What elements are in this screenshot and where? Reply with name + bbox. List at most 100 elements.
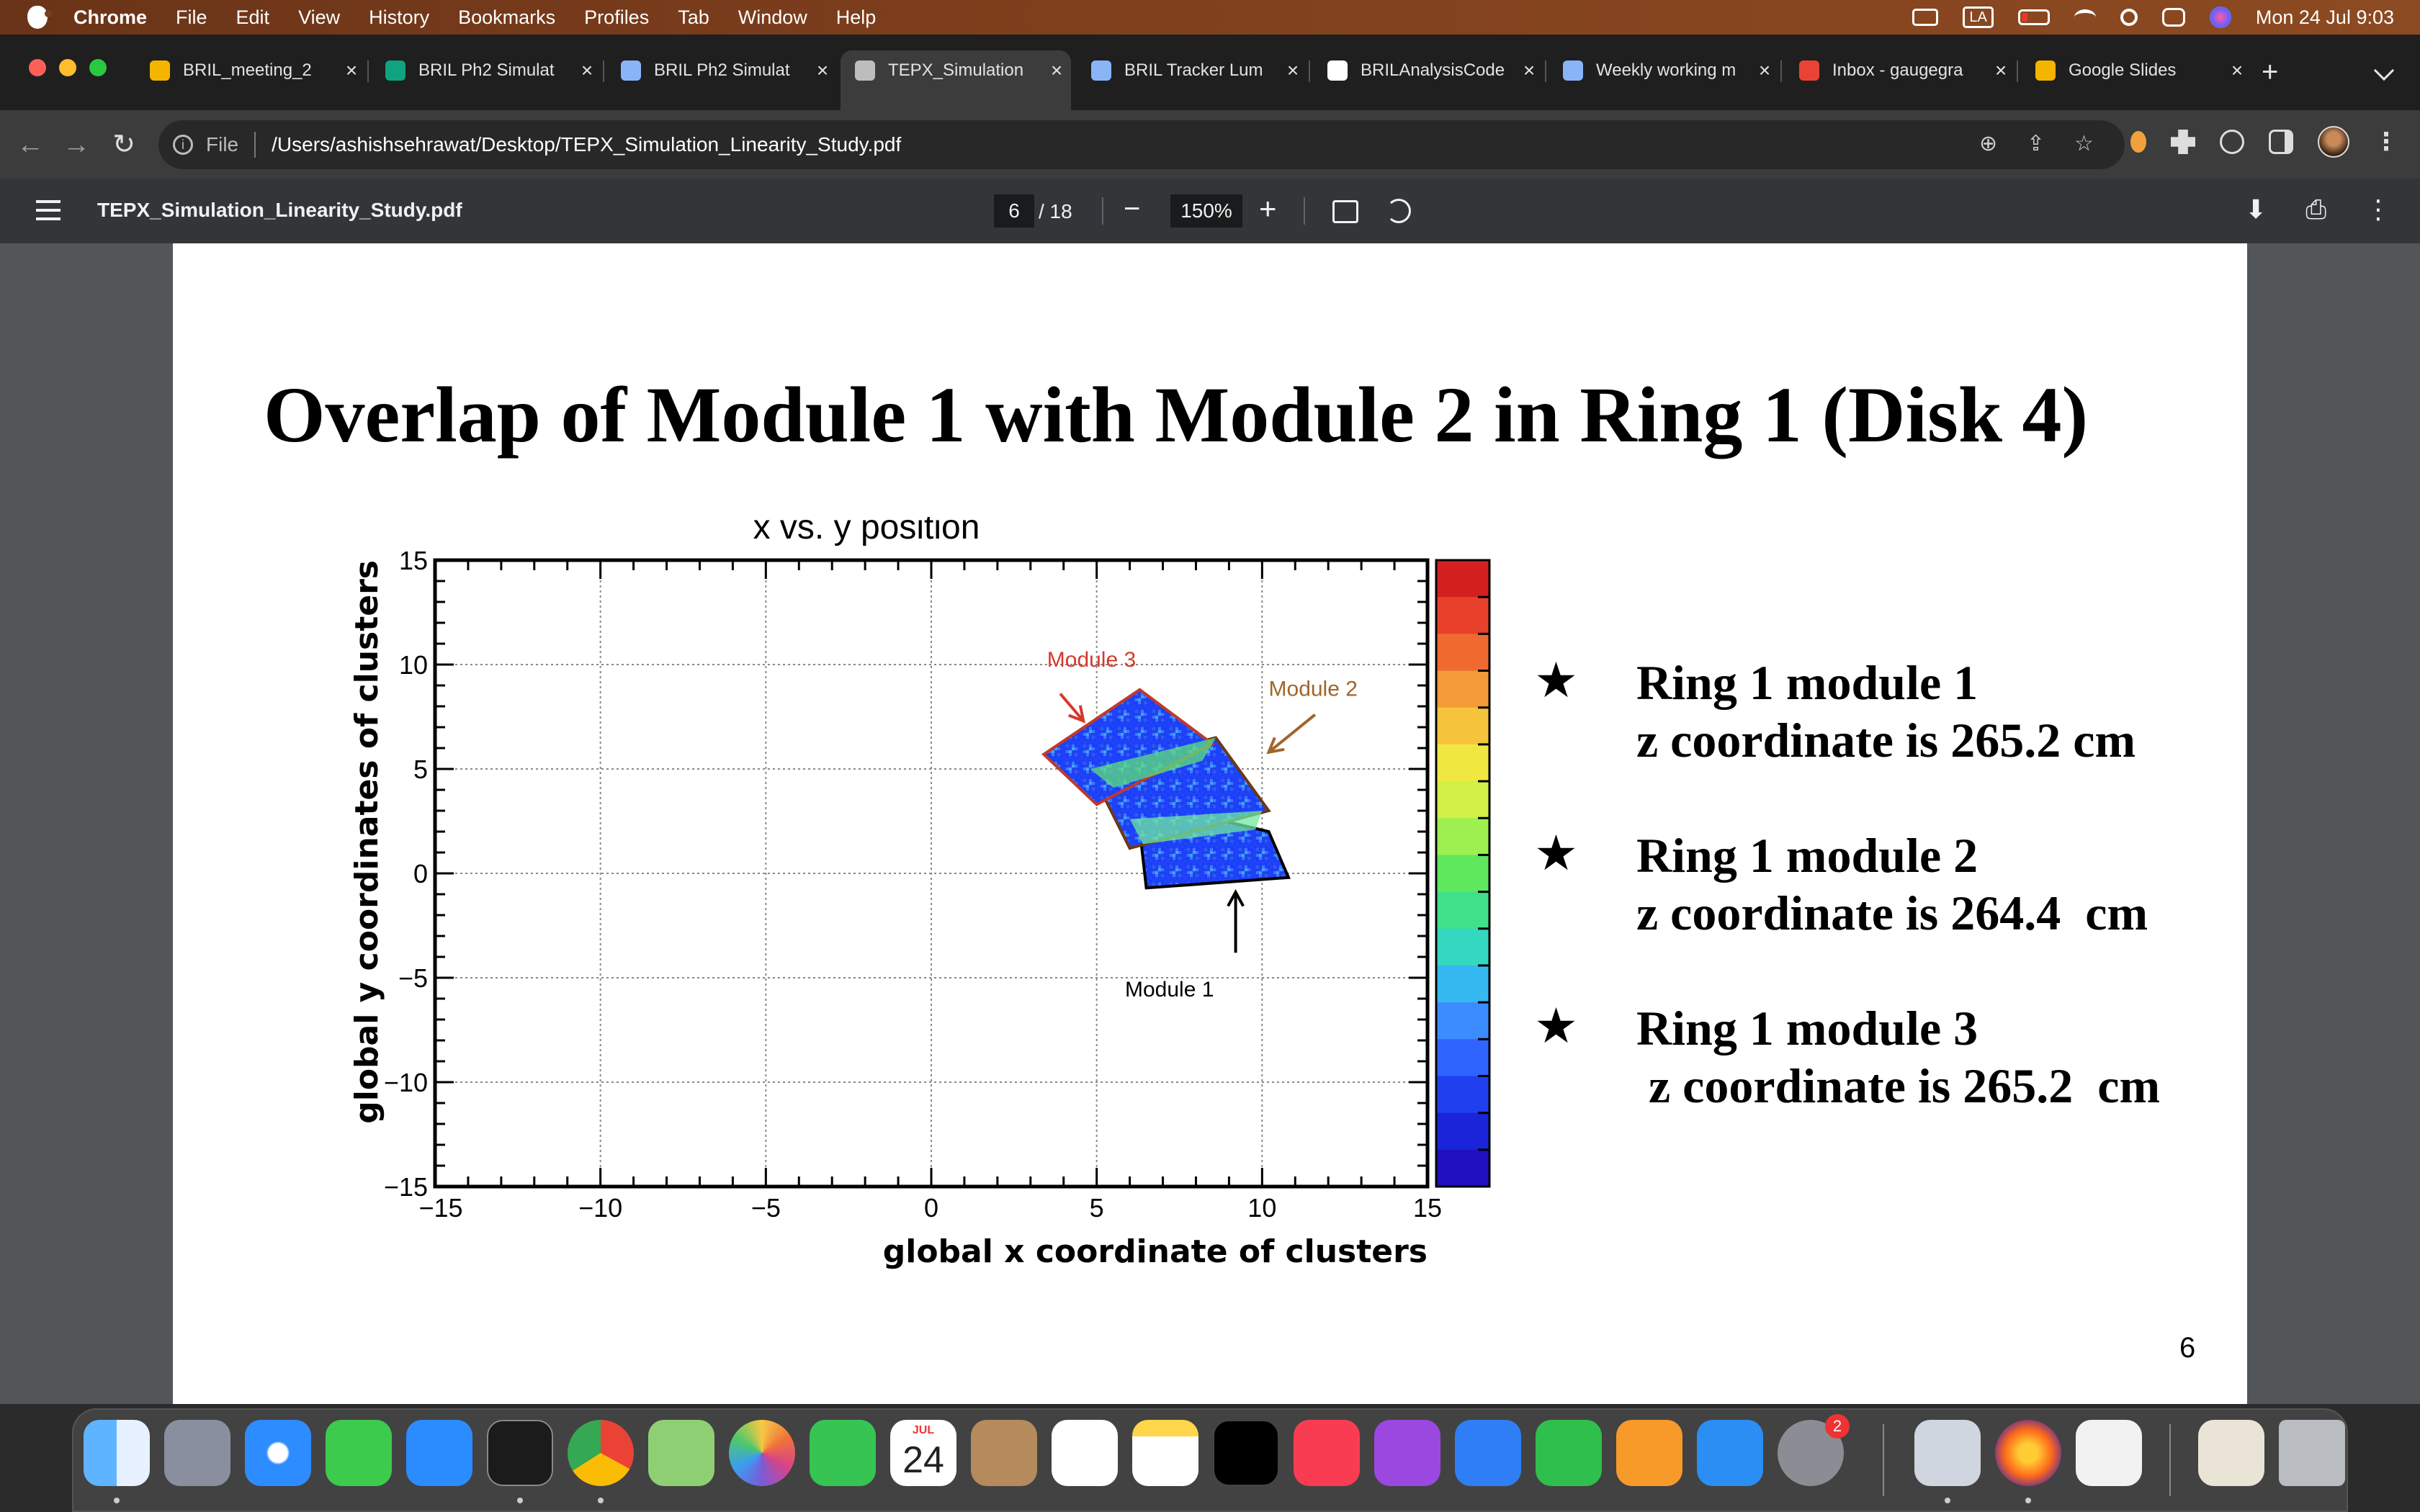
close-window-button[interactable]: [29, 59, 46, 76]
browser-tab[interactable]: TEPX_Simulation ×: [841, 50, 1071, 110]
star-bullet-icon: ★: [1534, 825, 1578, 882]
menu-file[interactable]: File: [176, 6, 207, 28]
system-settings-icon[interactable]: 2: [1778, 1414, 1850, 1486]
siri-icon[interactable]: [2209, 6, 2231, 28]
menu-app-chrome[interactable]: Chrome: [73, 6, 148, 28]
spotlight-search-icon[interactable]: [2120, 9, 2138, 26]
star-bullet-icon: ★: [1534, 998, 1578, 1055]
zoom-level-input[interactable]: 150%: [1170, 194, 1242, 228]
close-tab-icon[interactable]: ×: [2231, 59, 2244, 81]
pdf-more-icon[interactable]: ⋮: [2365, 194, 2391, 224]
chrome-icon[interactable]: [568, 1420, 634, 1486]
battery-icon[interactable]: [2017, 9, 2050, 25]
close-tab-icon[interactable]: ×: [1758, 59, 1771, 81]
contacts-icon[interactable]: [971, 1420, 1037, 1486]
podcasts-icon[interactable]: [1374, 1420, 1440, 1486]
menu-view[interactable]: View: [298, 6, 341, 28]
close-tab-icon[interactable]: ×: [1994, 59, 2007, 81]
menubar-clock[interactable]: Mon 24 Jul 9:03: [2255, 6, 2394, 28]
maps-icon[interactable]: [648, 1420, 714, 1486]
browser-tab[interactable]: Google Slides ×: [2021, 50, 2251, 91]
forward-button[interactable]: →: [63, 130, 90, 160]
terminal-icon[interactable]: [487, 1420, 553, 1486]
address-bar[interactable]: i File /Users/ashishsehrawat/Desktop/TEP…: [158, 120, 2125, 169]
sidebar-menu-icon[interactable]: [36, 200, 60, 220]
control-center-icon[interactable]: [2161, 8, 2185, 27]
menu-bookmarks[interactable]: Bookmarks: [458, 6, 556, 28]
extension-icon[interactable]: [2130, 131, 2146, 153]
browser-tab[interactable]: BRIL Ph2 Simulat ×: [606, 50, 837, 91]
textedit-icon[interactable]: [2076, 1420, 2142, 1486]
zoom-icon[interactable]: ⊕: [1979, 132, 1998, 156]
menu-window[interactable]: Window: [738, 6, 807, 28]
preview-icon[interactable]: [1914, 1420, 1981, 1486]
input-source-indicator[interactable]: LA: [1963, 6, 1994, 28]
close-tab-icon[interactable]: ×: [1286, 59, 1299, 81]
music-icon[interactable]: [1294, 1420, 1360, 1486]
menu-help[interactable]: Help: [835, 6, 877, 28]
browser-tab[interactable]: BRIL_meeting_2 ×: [135, 50, 366, 91]
close-tab-icon[interactable]: ×: [581, 59, 593, 81]
trash-icon[interactable]: [2279, 1420, 2345, 1486]
close-tab-icon[interactable]: ×: [816, 59, 829, 81]
firefox-icon[interactable]: [1995, 1420, 2061, 1486]
menu-edit[interactable]: Edit: [236, 6, 270, 28]
print-icon[interactable]: ⎙: [2305, 194, 2326, 224]
document-stack-icon[interactable]: [2198, 1420, 2264, 1486]
numbers-icon[interactable]: [1536, 1420, 1602, 1486]
page-number-input[interactable]: 6: [994, 194, 1034, 228]
tab-search-chevron-icon[interactable]: [2373, 60, 2395, 81]
wifi-icon[interactable]: [2074, 9, 2096, 25]
rotate-icon[interactable]: [1386, 199, 1411, 223]
y-tick-label: 5: [413, 755, 428, 784]
screen-mirroring-icon[interactable]: [1912, 9, 1939, 26]
minimize-window-button[interactable]: [59, 59, 76, 76]
menu-profiles[interactable]: Profiles: [584, 6, 650, 28]
keynote-icon[interactable]: [1455, 1420, 1521, 1486]
fit-to-page-icon[interactable]: [1332, 200, 1358, 223]
browser-tab[interactable]: BRIL Ph2 Simulat ×: [371, 50, 601, 91]
download-icon[interactable]: ⬇: [2245, 194, 2267, 224]
zoom-out-button[interactable]: −: [1124, 193, 1141, 225]
pages-icon[interactable]: [1616, 1420, 1682, 1486]
url-text[interactable]: /Users/ashishsehrawat/Desktop/TEPX_Simul…: [272, 133, 902, 156]
sync-icon[interactable]: [2220, 130, 2244, 154]
reload-button[interactable]: ↻: [112, 130, 135, 160]
close-tab-icon[interactable]: ×: [1523, 59, 1536, 81]
facetime-icon[interactable]: [810, 1420, 876, 1486]
y-tick-label: 0: [413, 859, 428, 888]
zoom-in-button[interactable]: +: [1259, 192, 1277, 225]
finder-icon[interactable]: [84, 1420, 150, 1486]
mail-icon[interactable]: [406, 1420, 472, 1486]
launchpad-icon[interactable]: [164, 1420, 230, 1486]
site-info-icon[interactable]: i: [173, 135, 193, 155]
calendar-icon[interactable]: JUL 24: [890, 1420, 956, 1486]
fullscreen-window-button[interactable]: [89, 59, 107, 76]
share-icon[interactable]: ⇪: [2027, 132, 2045, 156]
close-tab-icon[interactable]: ×: [1050, 59, 1063, 81]
photos-icon[interactable]: [729, 1420, 795, 1486]
apple-logo-icon[interactable]: [27, 6, 52, 29]
browser-tab[interactable]: BRIL Tracker Lum ×: [1077, 50, 1307, 91]
close-tab-icon[interactable]: ×: [345, 59, 358, 81]
browser-tab[interactable]: Inbox - gaugegra ×: [1785, 50, 2015, 91]
messages-icon[interactable]: [326, 1420, 392, 1486]
notes-icon[interactable]: [1132, 1420, 1198, 1486]
menu-history[interactable]: History: [369, 6, 430, 28]
bookmark-star-icon[interactable]: ☆: [2074, 132, 2094, 156]
side-panel-icon[interactable]: [2269, 130, 2293, 154]
apple-tv-icon[interactable]: [1213, 1420, 1279, 1486]
new-tab-button[interactable]: +: [2262, 56, 2279, 88]
chrome-menu-icon[interactable]: ⋮: [2374, 128, 2398, 156]
app-store-icon[interactable]: [1697, 1420, 1763, 1486]
tab-favicon-icon: [2035, 60, 2056, 81]
slide-title: Overlap of Module 1 with Module 2 in Rin…: [264, 371, 2089, 459]
browser-tab[interactable]: BRILAnalysisCode ×: [1313, 50, 1543, 91]
profile-avatar[interactable]: [2318, 126, 2349, 158]
back-button[interactable]: ←: [17, 130, 44, 160]
browser-tab[interactable]: Weekly working m ×: [1549, 50, 1779, 91]
reminders-icon[interactable]: [1052, 1420, 1118, 1486]
safari-icon[interactable]: [245, 1420, 311, 1486]
menu-tab[interactable]: Tab: [678, 6, 709, 28]
extensions-puzzle-icon[interactable]: [2171, 130, 2195, 154]
